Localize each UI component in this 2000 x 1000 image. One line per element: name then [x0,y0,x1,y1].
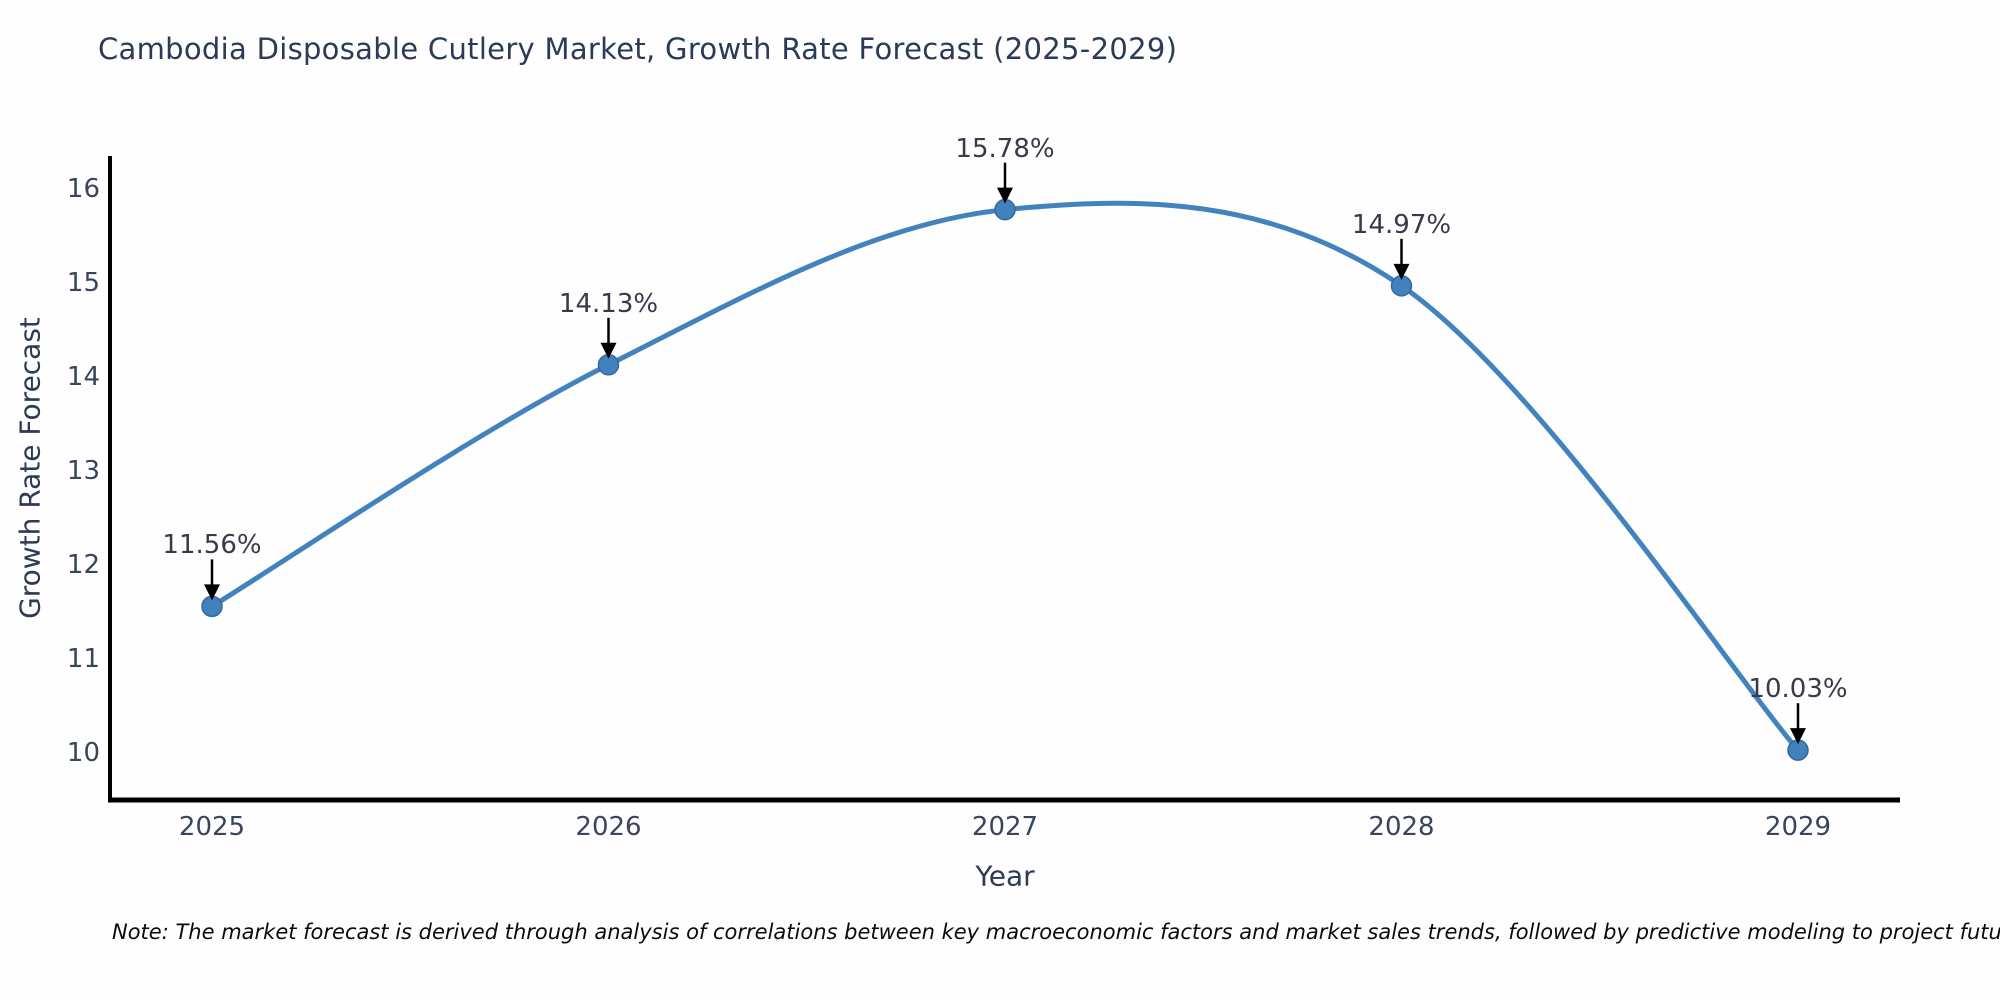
data-point-label: 14.97% [1351,209,1452,240]
data-point-label: 11.56% [162,530,262,561]
data-point-label: 10.03% [1748,674,1848,705]
y-tick-label: 10 [66,738,100,768]
x-tick-label: 2026 [575,812,642,842]
data-point-label: 14.13% [558,288,659,319]
x-axis-title: Year [975,859,1035,893]
y-tick-label: 16 [66,174,100,204]
x-tick-label: 2029 [1764,812,1832,842]
y-tick-label: 11 [66,644,100,674]
forecast-line [209,200,1801,753]
annotation-arrow-head [1393,263,1410,280]
x-tick-label: 2027 [971,812,1039,842]
y-tick-label: 14 [66,362,100,392]
y-tick-label: 15 [66,268,100,298]
x-tick-label: 2028 [1368,812,1435,842]
x-tick-label: 2025 [178,812,246,842]
annotation-arrow-head [204,584,220,601]
y-tick-label: 13 [66,456,100,486]
annotation-arrow-head [1790,728,1806,745]
annotation-arrow-head [600,342,617,359]
footnote: Note: The market forecast is derived thr… [112,920,2000,944]
data-point-label: 15.78% [955,133,1055,164]
annotation-arrow-head [997,187,1013,204]
y-tick-label: 12 [66,550,100,580]
chart-title: Cambodia Disposable Cutlery Market, Grow… [98,32,1178,66]
